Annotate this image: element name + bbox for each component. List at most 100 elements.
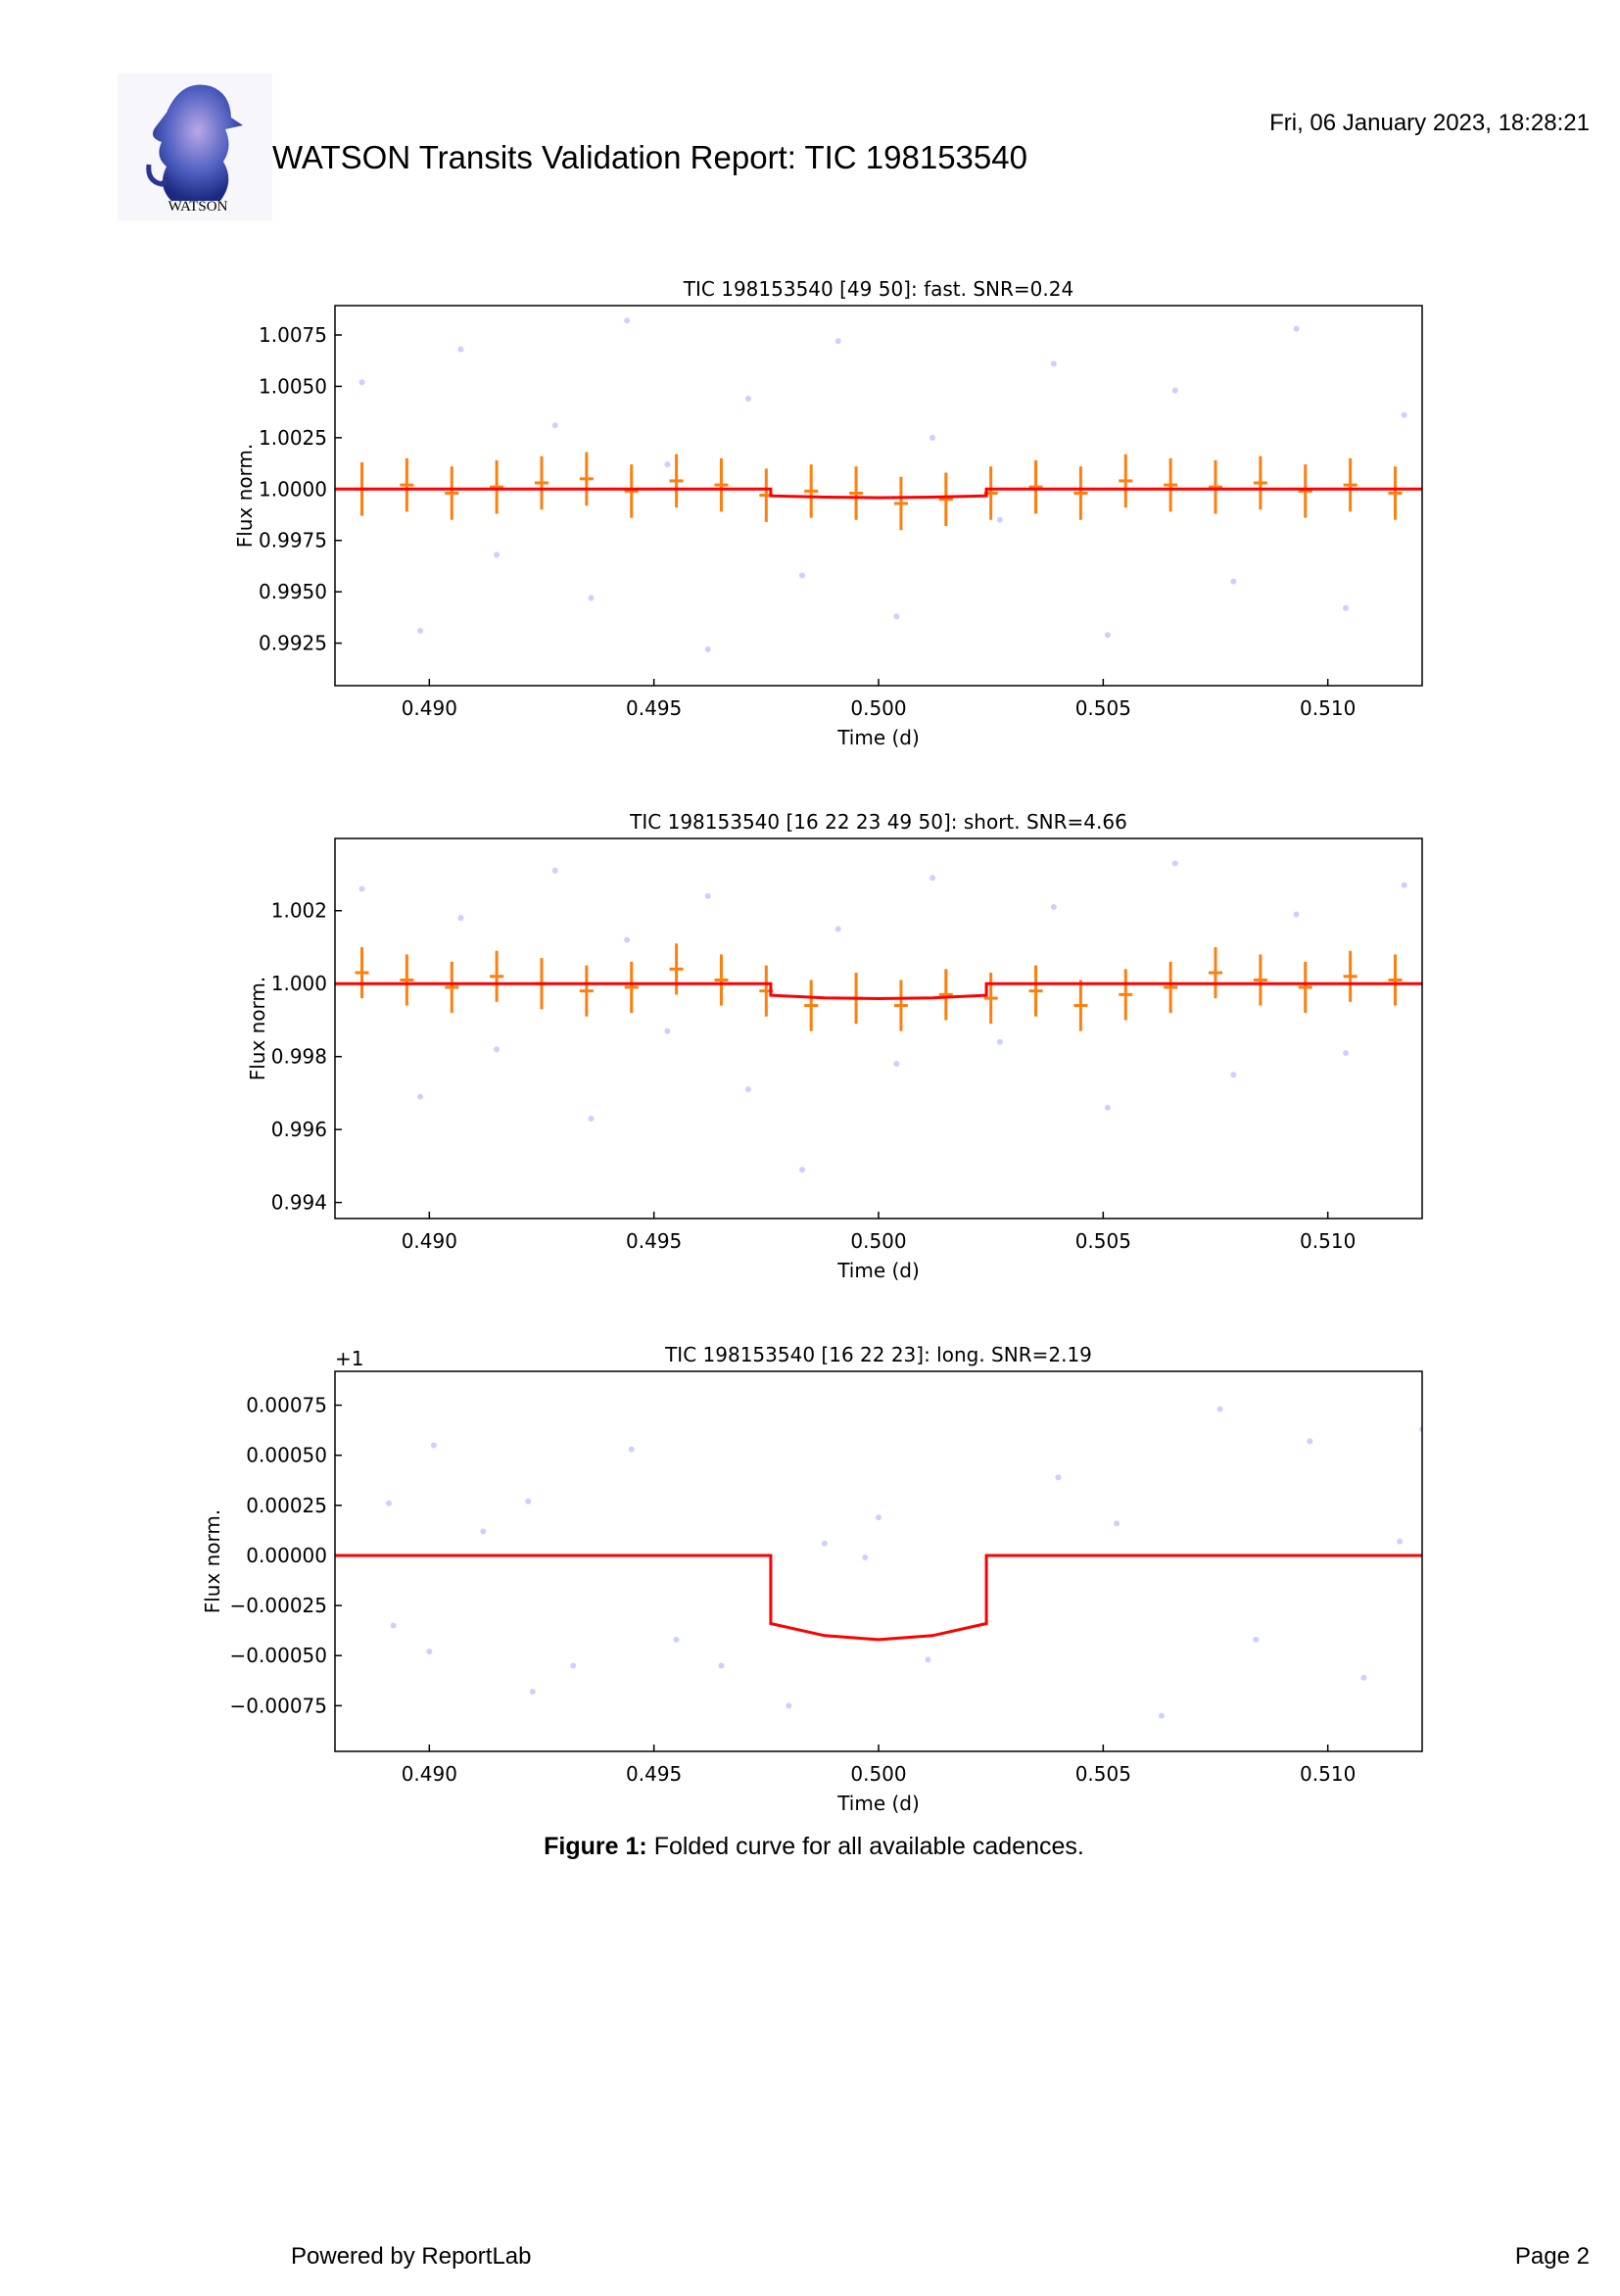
y-tick-label: −0.00025 bbox=[230, 1594, 327, 1617]
data-point bbox=[529, 1689, 536, 1696]
y-axis-label: Flux norm. bbox=[246, 977, 269, 1081]
data-point bbox=[457, 915, 464, 922]
chart: TIC 198153540 [49 50]: fast. SNR=0.24 Tim… bbox=[233, 277, 1423, 749]
x-axis-label: Time (d) bbox=[836, 1259, 920, 1282]
data-point bbox=[551, 867, 558, 874]
chart: TIC 198153540 [16 22 23]: long. SNR=2.19… bbox=[201, 1343, 1423, 1815]
y-tick-label: 0.9950 bbox=[259, 580, 327, 603]
data-point bbox=[876, 1514, 881, 1521]
y-tick-label: 0.998 bbox=[271, 1045, 327, 1069]
x-axis-label: Time (d) bbox=[836, 726, 920, 749]
axes-frame bbox=[334, 305, 1423, 687]
data-point bbox=[929, 875, 936, 882]
y-tick-label: 0.9975 bbox=[259, 529, 327, 552]
x-tick-label: 0.490 bbox=[402, 696, 457, 720]
x-tick-label: 0.495 bbox=[626, 696, 682, 720]
x-tick-label: 0.490 bbox=[402, 1762, 457, 1786]
data-point bbox=[799, 1167, 806, 1173]
data-point bbox=[673, 1636, 680, 1643]
y-offset-label: +1 bbox=[335, 1347, 363, 1370]
x-tick-label: 0.495 bbox=[626, 1762, 682, 1786]
data-point bbox=[996, 516, 1003, 523]
figure: TIC 198153540 [49 50]: fast. SNR=0.24 Tim… bbox=[201, 277, 1423, 1815]
data-point bbox=[1360, 1674, 1367, 1681]
chart-title: TIC 198153540 [16 22 23]: long. SNR=2.19 bbox=[664, 1343, 1092, 1366]
y-tick-label: 0.00050 bbox=[246, 1444, 327, 1467]
y-tick-label: 0.00075 bbox=[246, 1394, 327, 1417]
data-point bbox=[718, 1662, 725, 1669]
footer-left: Powered by ReportLab bbox=[291, 2243, 531, 2270]
logo-text: WATSON bbox=[168, 199, 228, 215]
figure-caption: Figure 1: Folded curve for all available… bbox=[544, 1833, 1084, 1860]
chart: TIC 198153540 [16 22 23 49 50]: short. S… bbox=[246, 810, 1423, 1282]
data-point bbox=[570, 1662, 577, 1669]
data-point bbox=[628, 1446, 635, 1453]
data-point bbox=[893, 1061, 900, 1068]
y-tick-label: −0.00050 bbox=[230, 1644, 327, 1667]
model-line bbox=[335, 981, 1422, 1000]
data-point bbox=[704, 646, 711, 652]
report-title: WATSON Transits Validation Report: TIC 1… bbox=[272, 139, 1027, 175]
y-tick-label: 0.994 bbox=[271, 1191, 327, 1215]
data-point bbox=[1171, 860, 1178, 867]
model-line bbox=[335, 487, 1422, 500]
data-point bbox=[834, 338, 841, 345]
data-point bbox=[744, 1086, 751, 1093]
data-point bbox=[390, 1622, 397, 1629]
y-axis-label: Flux norm. bbox=[233, 444, 257, 549]
data-point bbox=[1343, 604, 1350, 611]
data-point bbox=[1171, 387, 1178, 394]
data-point bbox=[1230, 1072, 1237, 1078]
x-tick-label: 0.510 bbox=[1300, 1229, 1356, 1253]
y-tick-label: 0.00025 bbox=[246, 1494, 327, 1517]
data-point bbox=[386, 1500, 393, 1507]
data-point bbox=[624, 936, 631, 943]
x-tick-label: 0.505 bbox=[1075, 696, 1131, 720]
data-point bbox=[358, 885, 365, 892]
data-point bbox=[588, 1115, 595, 1122]
data-point bbox=[893, 613, 900, 620]
logo: WATSON bbox=[118, 73, 272, 220]
x-tick-label: 0.500 bbox=[850, 1762, 906, 1786]
x-tick-label: 0.505 bbox=[1075, 1762, 1131, 1786]
data-point bbox=[799, 572, 806, 579]
y-tick-label: 1.0000 bbox=[259, 477, 327, 501]
data-point bbox=[1307, 1438, 1313, 1445]
axes-frame bbox=[334, 837, 1423, 1220]
data-point bbox=[624, 317, 631, 324]
x-tick-label: 0.505 bbox=[1075, 1229, 1131, 1253]
data-point bbox=[1050, 904, 1057, 911]
data-point bbox=[1253, 1636, 1260, 1643]
data-point bbox=[1114, 1520, 1120, 1527]
y-tick-label: 1.0050 bbox=[259, 374, 327, 398]
data-point bbox=[786, 1702, 792, 1709]
y-axis-label: Flux norm. bbox=[201, 1509, 224, 1614]
data-point bbox=[588, 595, 595, 601]
data-point bbox=[430, 1442, 437, 1449]
data-point bbox=[929, 434, 936, 441]
y-tick-label: 1.0075 bbox=[259, 323, 327, 347]
data-point bbox=[744, 396, 751, 403]
x-tick-label: 0.500 bbox=[850, 696, 906, 720]
y-tick-label: −0.00075 bbox=[230, 1694, 327, 1717]
x-tick-label: 0.495 bbox=[626, 1229, 682, 1253]
chart-title: TIC 198153540 [49 50]: fast. SNR=0.24 bbox=[683, 277, 1073, 301]
caption-text: Folded curve for all available cadences. bbox=[654, 1833, 1084, 1860]
data-point bbox=[834, 926, 841, 933]
data-point bbox=[1104, 632, 1111, 639]
y-tick-label: 0.9925 bbox=[259, 632, 327, 655]
data-point bbox=[1401, 411, 1407, 418]
caption-label: Figure 1: bbox=[544, 1833, 647, 1860]
data-point bbox=[457, 346, 464, 353]
model-line bbox=[335, 1554, 1422, 1642]
x-tick-label: 0.510 bbox=[1300, 696, 1356, 720]
chart-title: TIC 198153540 [16 22 23 49 50]: short. S… bbox=[629, 810, 1127, 834]
data-point bbox=[417, 628, 424, 635]
data-point bbox=[1216, 1406, 1223, 1412]
x-tick-label: 0.510 bbox=[1300, 1762, 1356, 1786]
data-point bbox=[525, 1498, 532, 1505]
y-tick-label: 0.996 bbox=[271, 1118, 327, 1141]
data-point bbox=[1158, 1712, 1165, 1719]
data-point bbox=[480, 1528, 487, 1535]
data-point bbox=[494, 1046, 500, 1053]
